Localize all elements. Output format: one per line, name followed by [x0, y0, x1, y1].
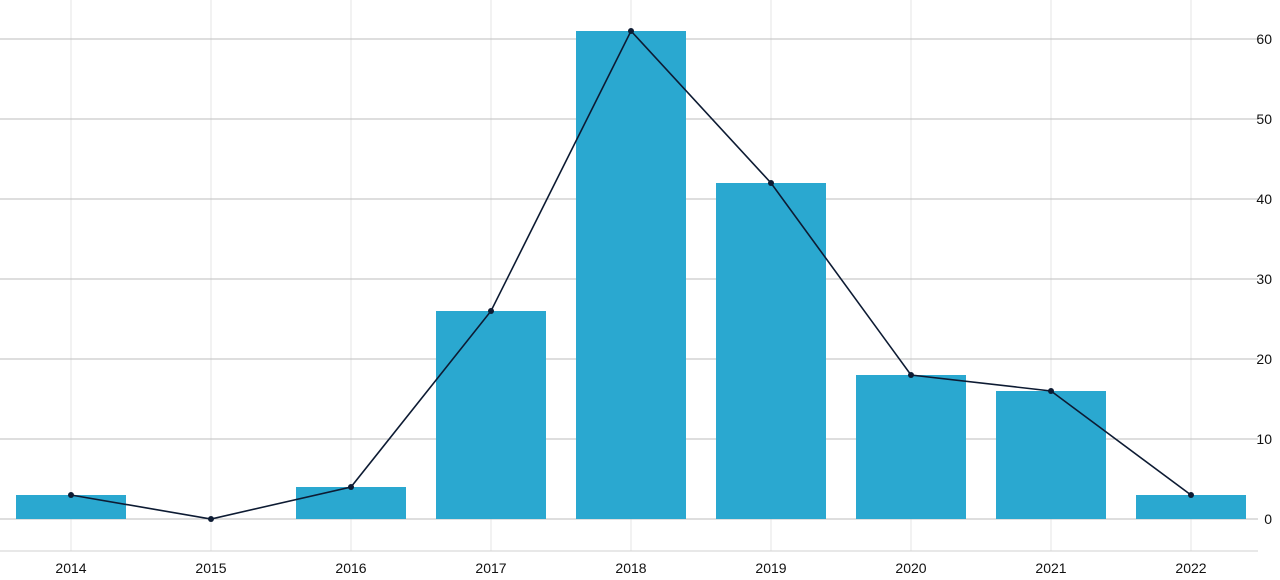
x-tick-label: 2018: [615, 560, 646, 575]
y-tick-label: 40: [1256, 191, 1272, 207]
bar-series: [16, 31, 1246, 519]
line-point: [348, 484, 354, 490]
line-point: [68, 492, 74, 498]
line-point: [768, 180, 774, 186]
x-tick-label: 2016: [335, 560, 366, 575]
line-point: [628, 28, 634, 34]
bar: [996, 391, 1106, 519]
x-tick-label: 2022: [1175, 560, 1206, 575]
line-point: [1188, 492, 1194, 498]
bar: [296, 487, 406, 519]
y-axis: 0 10 20 30 40 50 60: [1256, 31, 1272, 527]
line-point: [1048, 388, 1054, 394]
y-tick-label: 10: [1256, 431, 1272, 447]
x-tick-label: 2017: [475, 560, 506, 575]
y-tick-label: 30: [1256, 271, 1272, 287]
line-point: [208, 516, 214, 522]
x-axis: 2014 2015 2016 2017 2018 2019 2020 2021 2022: [55, 560, 1206, 576]
x-tick-label: 2014: [55, 560, 86, 575]
bar: [576, 31, 686, 519]
bar: [436, 311, 546, 519]
x-tick-label: 2021: [1035, 560, 1066, 575]
y-tick-label: 60: [1256, 31, 1272, 47]
y-tick-label: 50: [1256, 111, 1272, 127]
x-tick-label: 2019: [755, 560, 786, 575]
x-tick-label: 2015: [195, 560, 226, 575]
line-point: [908, 372, 914, 378]
y-tick-label: 0: [1264, 511, 1272, 527]
bar: [16, 495, 126, 519]
x-tick-label: 2020: [895, 560, 926, 575]
line-series: [68, 28, 1194, 522]
line-point: [488, 308, 494, 314]
bar: [1136, 495, 1246, 519]
bar: [716, 183, 826, 519]
y-tick-label: 20: [1256, 351, 1272, 367]
bar: [856, 375, 966, 519]
